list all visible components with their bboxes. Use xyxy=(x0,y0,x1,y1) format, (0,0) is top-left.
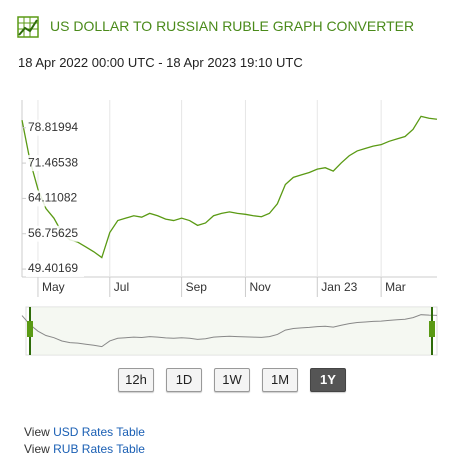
y-tick-label: 78.81994 xyxy=(28,120,78,134)
y-tick-label: 56.75625 xyxy=(28,226,78,240)
y-tick-bg xyxy=(26,261,84,278)
range-button[interactable]: 1M xyxy=(262,368,298,392)
chart: May Jul Sep Nov Jan 23 Mar 49.40169 56.75625 64.… xyxy=(21,100,438,356)
range-button[interactable]: 1Y xyxy=(310,368,346,392)
series-line xyxy=(21,115,438,259)
link[interactable]: USD Rates Table xyxy=(53,425,145,439)
link[interactable]: RUB Rates Table xyxy=(53,442,145,456)
x-tick-label: Sep xyxy=(186,280,208,294)
y-tick-label: 64.11082 xyxy=(28,191,77,205)
navigator-window xyxy=(30,307,432,355)
link-row: View RUB Rates Table xyxy=(24,442,145,456)
x-tick-label: Nov xyxy=(249,280,270,294)
y-tick-bg xyxy=(26,225,84,242)
navigator-line xyxy=(21,314,438,348)
x-tick-label: Jul xyxy=(114,280,129,294)
link-prefix: View xyxy=(24,425,50,439)
navigator-grip xyxy=(429,321,435,337)
title: US DOLLAR TO RUSSIAN RUBLE GRAPH CONVERT… xyxy=(50,18,415,34)
range-button[interactable]: 1D xyxy=(166,368,202,392)
icon xyxy=(17,16,39,38)
y-tick-bg xyxy=(26,155,84,172)
x-tick-label: Jan 23 xyxy=(321,280,357,294)
y-tick-label: 71.46538 xyxy=(28,155,78,169)
x-tick-label: Mar xyxy=(385,280,406,294)
range-button[interactable]: 1W xyxy=(214,368,250,392)
plot-area xyxy=(22,100,437,277)
y-tick-bg xyxy=(26,190,84,207)
x-tick-label: May xyxy=(42,280,65,294)
y-tick-bg xyxy=(26,119,84,136)
date-range: 18 Apr 2022 00:00 UTC - 18 Apr 2023 19:1… xyxy=(18,55,303,70)
link-row: View USD Rates Table xyxy=(24,425,145,439)
link-prefix: View xyxy=(24,442,50,456)
navigator-grip xyxy=(27,321,33,337)
range-buttons: 12h 1D 1W 1M 1Y xyxy=(118,368,346,392)
y-tick-label: 49.40169 xyxy=(28,261,78,275)
range-button[interactable]: 12h xyxy=(118,368,154,392)
